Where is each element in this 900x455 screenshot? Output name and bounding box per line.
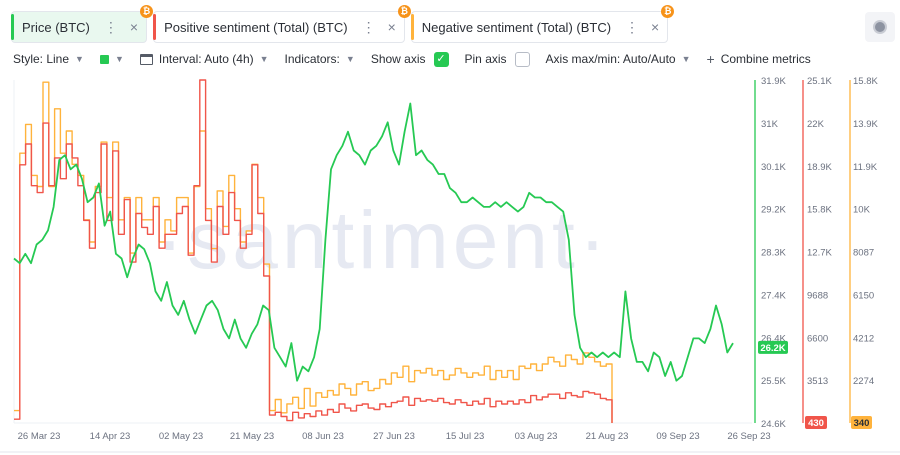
price-series-line <box>13 102 734 382</box>
x-tick-label: 09 Sep 23 <box>656 431 699 442</box>
y-tick-label: 27.4K <box>761 290 786 301</box>
show-axis-label: Show axis <box>370 52 426 66</box>
axis-minmax-label: Axis max/min: Auto/Auto <box>545 52 676 66</box>
x-tick-label: 27 Jun 23 <box>373 431 415 442</box>
y-tick-label: 2274 <box>853 376 874 387</box>
color-swatch-icon <box>99 54 109 64</box>
pin-axis-toggle[interactable]: Pin axis <box>464 51 530 67</box>
y-tick-label: 25.5K <box>761 376 786 387</box>
x-tick-label: 26 Sep 23 <box>727 431 770 442</box>
interval-select[interactable]: Interval: Auto (4h) ▼ <box>139 52 269 66</box>
checkbox-unchecked-icon[interactable] <box>514 51 530 67</box>
y-tick-label: 31K <box>761 119 779 130</box>
negative-sentiment-line <box>14 81 613 423</box>
y-tick-label: 15.8K <box>807 205 832 216</box>
y-tick-label: 18.9K <box>807 162 832 173</box>
y-tick-label: 31.9K <box>761 76 786 87</box>
y-tick-label: 30.1K <box>761 162 786 173</box>
x-tick-label: 02 May 23 <box>159 431 203 442</box>
more-icon[interactable]: ⋮ <box>361 18 376 35</box>
y-tick-label: 29.2K <box>761 205 786 216</box>
chevron-down-icon: ▼ <box>259 54 269 64</box>
x-tick-label: 15 Jul 23 <box>446 431 485 442</box>
tab-positive-sentiment[interactable]: Positive sentiment (Total) (BTC) ⋮ × ₿ <box>153 5 411 43</box>
y-tick-label: 12.7K <box>807 248 832 259</box>
calendar-icon <box>139 53 153 65</box>
style-select[interactable]: Style: Line ▼ <box>13 52 84 66</box>
x-tick-label: 21 Aug 23 <box>586 431 629 442</box>
bitcoin-icon: ₿ <box>140 5 154 18</box>
pin-axis-label: Pin axis <box>464 52 507 66</box>
y-tick-label: 15.8K <box>853 76 878 87</box>
chevron-down-icon: ▼ <box>345 54 355 64</box>
tab-negative-sentiment[interactable]: Negative sentiment (Total) (BTC) ⋮ × ₿ <box>410 5 675 43</box>
chart-toolbar: Style: Line ▼ ▼ Interval: Auto (4h) ▼ Indi… <box>13 50 827 68</box>
negative-current-badge <box>851 416 872 429</box>
y-tick-label: 4212 <box>853 333 874 344</box>
bitcoin-icon: ₿ <box>397 5 411 18</box>
bitcoin-icon: ₿ <box>661 5 675 18</box>
more-icon[interactable]: ⋮ <box>625 18 640 35</box>
y-tick-label: 28.3K <box>761 248 786 259</box>
price-current-label: 26.2K <box>760 343 785 354</box>
y-tick-label: 26.4K <box>761 333 786 344</box>
chevron-down-icon: ▼ <box>75 54 84 64</box>
negative-current-label: 340 <box>854 418 870 429</box>
x-tick-label: 03 Aug 23 <box>515 431 558 442</box>
x-tick-label: 14 Apr 23 <box>90 431 131 442</box>
record-button[interactable] <box>865 12 895 42</box>
y-tick-label: 10K <box>853 205 871 216</box>
tab-color-bar <box>410 14 414 40</box>
close-icon[interactable]: × <box>651 19 660 35</box>
x-tick-label: 08 Jun 23 <box>302 431 344 442</box>
plus-icon: + <box>706 51 715 67</box>
indicators-select[interactable]: Indicators: ▼ <box>285 52 355 66</box>
y-tick-label: 8087 <box>853 248 874 259</box>
y-tick-label: 11.9K <box>853 162 878 173</box>
tab-label: Negative sentiment (Total) (BTC) <box>421 19 612 35</box>
positive-sentiment-line <box>14 79 613 423</box>
metric-tabs: Price (BTC) ⋮ × ₿ Positive sentiment (To… <box>11 5 675 43</box>
record-icon <box>875 22 885 32</box>
color-select[interactable]: ▼ <box>99 54 124 64</box>
close-icon[interactable]: × <box>129 19 139 35</box>
x-tick-label: 21 May 23 <box>230 431 274 442</box>
chevron-down-icon: ▼ <box>681 54 691 64</box>
axis-minmax-select[interactable]: Axis max/min: Auto/Auto ▼ <box>546 52 691 66</box>
combine-label: Combine metrics <box>720 52 811 66</box>
price-current-badge <box>758 340 788 354</box>
positive-current-label: 430 <box>808 418 824 429</box>
interval-label: Interval: Auto (4h) <box>158 52 254 66</box>
y-tick-label: 3513 <box>807 376 828 387</box>
tab-label: Price (BTC) <box>22 19 90 35</box>
positive-current-badge <box>805 416 827 429</box>
show-axis-toggle[interactable]: Show axis ✓ <box>370 51 449 67</box>
tab-label: Positive sentiment (Total) (BTC) <box>164 19 348 35</box>
y-tick-label: 13.9K <box>853 119 878 130</box>
y-tick-label: 6600 <box>807 333 828 344</box>
chevron-down-icon: ▼ <box>114 54 124 64</box>
indicators-label: Indicators: <box>284 52 340 66</box>
y-tick-label: 6150 <box>853 290 874 301</box>
y-tick-label: 9688 <box>807 290 828 301</box>
tab-price[interactable]: Price (BTC) ⋮ × ₿ <box>11 5 154 43</box>
y-tick-label: 24.6K <box>761 419 786 430</box>
x-tick-label: 26 Mar 23 <box>18 431 61 442</box>
checkbox-checked-icon[interactable]: ✓ <box>433 51 449 67</box>
more-icon[interactable]: ⋮ <box>103 18 118 35</box>
close-icon[interactable]: × <box>387 19 396 35</box>
tab-color-bar <box>11 14 14 40</box>
combine-metrics-button[interactable]: + Combine metrics <box>707 51 811 67</box>
santiment-watermark: ·santiment· <box>156 195 610 286</box>
y-tick-label: 25.1K <box>807 76 832 87</box>
style-label: Style: Line <box>13 52 70 66</box>
y-tick-label: 22K <box>807 119 825 130</box>
tab-color-bar <box>153 14 157 40</box>
